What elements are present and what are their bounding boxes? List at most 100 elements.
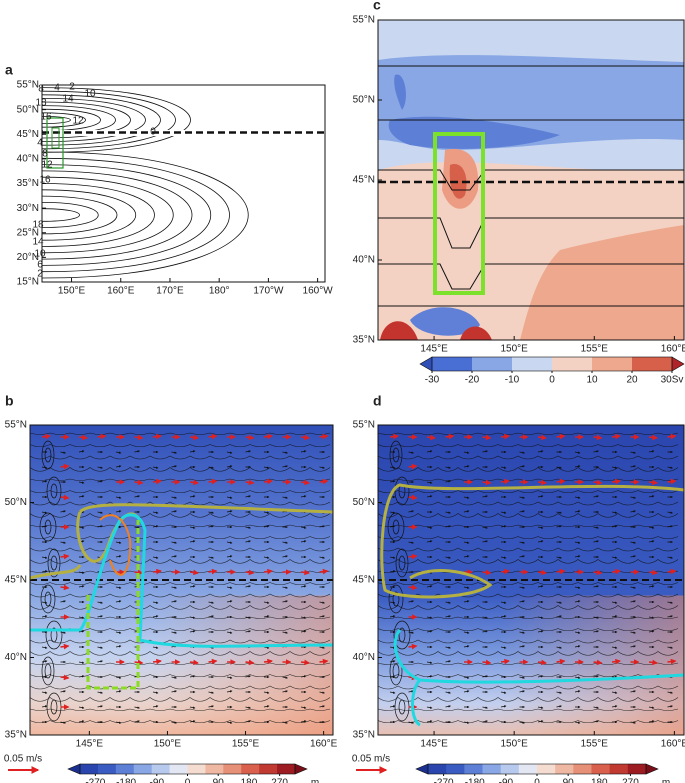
vector [408,553,418,560]
vector [171,541,177,544]
colorbar-label: 20 [626,375,638,386]
vector [319,556,325,559]
vector [389,570,396,573]
eddy [47,548,61,578]
reference-label: 0.05 m/s [352,754,390,765]
streamline [377,605,679,610]
vector [593,675,599,678]
vector [171,600,177,603]
field-warm [30,595,333,735]
vector [189,540,196,543]
vector [519,510,525,513]
vector [556,646,562,649]
vector [152,478,162,485]
contour [41,87,191,153]
vector [667,433,677,440]
colorbar-label: 270 [271,778,288,783]
vector [60,451,66,454]
vector [263,705,270,708]
field-b [29,425,334,735]
vector [556,525,562,528]
colorbar-label: 0 [185,778,191,783]
streamline [29,467,331,472]
streamline [29,605,331,610]
vector [630,451,636,454]
contour [41,208,80,222]
vector [282,496,288,499]
vector [630,600,636,603]
vector [593,659,603,666]
vector [408,510,414,513]
vector [78,661,85,664]
vector [574,555,581,558]
colorbar-label: 270 [622,778,639,783]
vector [208,556,214,559]
vector [408,643,418,650]
x-tick-label: 145°E [420,344,448,355]
streamline [29,490,331,494]
vector [115,586,122,589]
eddy [393,620,411,650]
vector [134,495,140,498]
vector [574,631,581,634]
contour [41,157,230,273]
vector [408,541,414,544]
plot-area [42,85,325,282]
colorbar-end [294,763,308,775]
vector [226,465,233,468]
vector [463,541,470,544]
vector [500,646,507,649]
colorbar-label: -90 [150,778,165,783]
contour [41,101,131,139]
vector [41,705,48,708]
eddy [45,620,63,650]
vector [408,584,418,591]
colorbar-unit: m [311,778,319,783]
contour-label: 10 [34,249,46,260]
vector [445,480,451,483]
vector [519,586,525,589]
colorbar-end [671,356,685,372]
vector [556,601,562,604]
field-warm [378,595,684,735]
vector [648,585,655,588]
x-tick-label: 150°E [58,286,86,297]
vector [537,585,544,588]
panel-label: b [5,393,14,409]
vector [648,616,655,619]
vector [319,601,325,604]
vector [574,600,581,603]
vector [611,511,618,514]
vector [556,658,566,665]
contour [378,217,684,249]
y-tick-label: 35°N [353,730,375,741]
vector [537,659,547,666]
streamline [377,524,679,527]
vector [556,511,562,514]
vector [300,540,307,543]
vector [593,540,599,543]
vector [574,676,581,679]
x-tick-label: 160°W [303,286,334,297]
vector [189,706,196,709]
vector [426,585,433,588]
vector [300,434,310,441]
vector [97,601,103,604]
vector [226,586,233,589]
vector [226,600,233,603]
streamline [377,639,679,644]
colorbar-cell [573,764,592,774]
contour [378,169,684,191]
vector [226,721,233,724]
colorbar-cell [432,357,473,371]
vector [263,556,270,559]
vector [537,569,547,576]
vector [245,616,251,619]
vector [319,525,325,528]
vector [426,481,433,484]
contour [41,116,71,124]
vector [537,720,544,723]
vector [593,526,599,529]
y-tick-label: 25°N [17,227,39,238]
vector [152,466,159,469]
